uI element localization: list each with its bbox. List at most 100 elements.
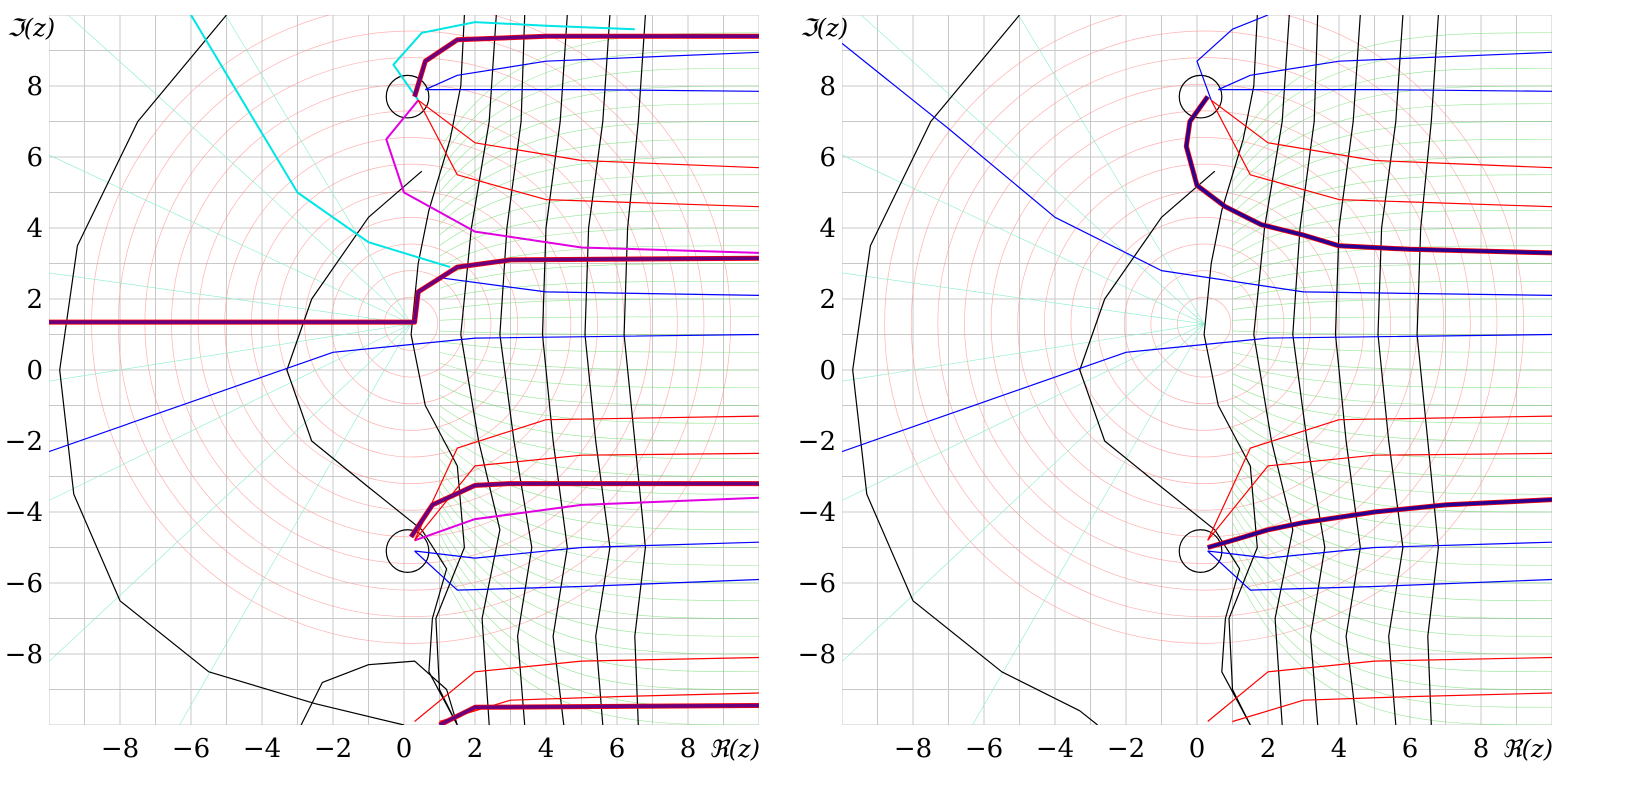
contour-line-faint-green <box>439 373 759 406</box>
contour-line-faint-cyan <box>49 154 412 325</box>
contour-line-faint-red <box>1097 217 1311 431</box>
branch-cut-line <box>412 34 759 98</box>
contour-line <box>414 415 759 541</box>
contour-line-faint-green <box>439 415 759 477</box>
contour-line <box>1203 15 1258 725</box>
contour-line-faint-green <box>1232 298 1552 310</box>
contour-line-faint-cyan <box>842 323 1205 662</box>
contour-line-faint-green <box>439 394 759 442</box>
contour-line-faint-green <box>1232 121 1552 204</box>
contour-line-faint-green <box>1232 351 1552 371</box>
contour-line-faint-red <box>937 57 1471 591</box>
contour-line-faint-green <box>1232 138 1552 215</box>
x-tick-label: 2 <box>467 734 484 764</box>
contour-line-faint-green <box>439 479 759 584</box>
branch-cut-line <box>1207 497 1552 550</box>
contour-line <box>59 15 405 725</box>
contour-line-faint-green <box>439 383 759 424</box>
contour-line-faint-green <box>439 437 759 513</box>
contour-line <box>417 99 759 208</box>
contour-line-faint-red <box>910 30 1498 618</box>
y-tick-label: −6 <box>798 569 836 599</box>
contour-line-faint-green <box>1232 426 1552 495</box>
contour-line <box>414 541 759 559</box>
contour-line <box>1232 692 1552 723</box>
contour-line-faint-green <box>439 490 759 602</box>
contour-line-faint-green <box>1232 469 1552 566</box>
contour-line-faint-green <box>439 280 759 300</box>
contour-line-faint-red <box>1043 163 1365 484</box>
contour-line-faint-green <box>439 405 759 460</box>
contour-line <box>414 550 759 591</box>
y-tick-label: 2 <box>819 285 836 315</box>
y-axis-label: ℑ(z) <box>7 14 55 42</box>
contour-line-faint-green <box>439 138 759 215</box>
contour-line-faint-green <box>1232 383 1552 424</box>
x-tick-label: 6 <box>1402 734 1419 764</box>
y-tick-label: 4 <box>819 214 836 244</box>
contour-line <box>541 15 568 725</box>
contour-line-faint-green <box>1232 316 1552 321</box>
contour-line-faint-green <box>1232 479 1552 584</box>
x-tick-label: −8 <box>101 734 139 764</box>
contour-line-faint-green <box>1232 263 1552 289</box>
contour-line <box>425 51 759 91</box>
contour-line <box>1196 15 1269 101</box>
contour-line <box>852 15 1098 725</box>
contour-line <box>190 15 451 269</box>
x-tick-label: 4 <box>538 734 555 764</box>
contour-line-faint-cyan <box>972 323 1205 725</box>
contour-line <box>1207 550 1552 591</box>
contour-line-faint-green <box>439 447 759 531</box>
contour-line-faint-cyan <box>179 323 412 725</box>
contour-line <box>392 21 635 101</box>
contour-line <box>300 660 458 725</box>
contour-line-faint-red <box>1177 296 1232 351</box>
singularity-circle <box>385 74 430 119</box>
branch-cut-outline <box>412 33 759 98</box>
contour-line <box>1253 15 1294 725</box>
contour-line <box>499 15 533 725</box>
contour-line-faint-green <box>439 351 759 371</box>
contour-line-faint-green <box>439 67 759 172</box>
contour-line-faint-red <box>1150 270 1258 378</box>
branch-cut-line <box>438 703 759 725</box>
x-tick-label: −6 <box>965 734 1003 764</box>
contour-line-faint-green <box>439 103 759 193</box>
y-tick-label: −4 <box>5 498 43 528</box>
contour-line-faint-green <box>1232 490 1552 602</box>
contour-line-faint-green <box>1232 501 1552 619</box>
contour-line <box>1334 15 1361 725</box>
contour-line-faint-cyan <box>842 323 1205 501</box>
contour-line-faint-green <box>1232 565 1552 725</box>
plot-area <box>49 15 759 725</box>
contour-line <box>584 15 611 725</box>
contour-line <box>414 452 759 541</box>
contour-line-faint-green <box>1232 192 1552 246</box>
x-tick-label: 0 <box>396 734 413 764</box>
contour-line-faint-green <box>1232 362 1552 389</box>
x-tick-label: −2 <box>1107 734 1145 764</box>
left-panel: −8 −6 −4 −2 0 2 4 6 8 8 6 4 2 0 −2 −4 −6 −8 ℜ(z) ℑ(z) <box>5 14 760 764</box>
x-tick-label: 8 <box>680 734 697 764</box>
contour-line-faint-green <box>1232 50 1552 161</box>
y-tick-label: −2 <box>5 427 43 457</box>
contour-line-faint-green <box>1232 85 1552 183</box>
contour-line-faint-cyan <box>49 323 412 382</box>
contour-line <box>1218 51 1552 91</box>
contour-line-faint-cyan <box>49 272 412 325</box>
contour-line <box>1377 15 1404 725</box>
contour-line <box>1207 415 1552 541</box>
y-tick-label: −6 <box>5 569 43 599</box>
contour-line <box>439 692 759 723</box>
contour-line-faint-green <box>439 121 759 204</box>
branch-cut-line <box>1184 95 1552 255</box>
contour-line-faint-green <box>439 209 759 257</box>
contour-line-faint-green <box>1232 554 1552 708</box>
contour-line-faint-green <box>1232 405 1552 460</box>
x-tick-label: 6 <box>609 734 626 764</box>
y-tick-label: 8 <box>819 72 836 102</box>
y-tick-label: 6 <box>26 143 43 173</box>
contour-line-faint-green <box>439 174 759 236</box>
contour-line-faint-green <box>439 341 759 353</box>
